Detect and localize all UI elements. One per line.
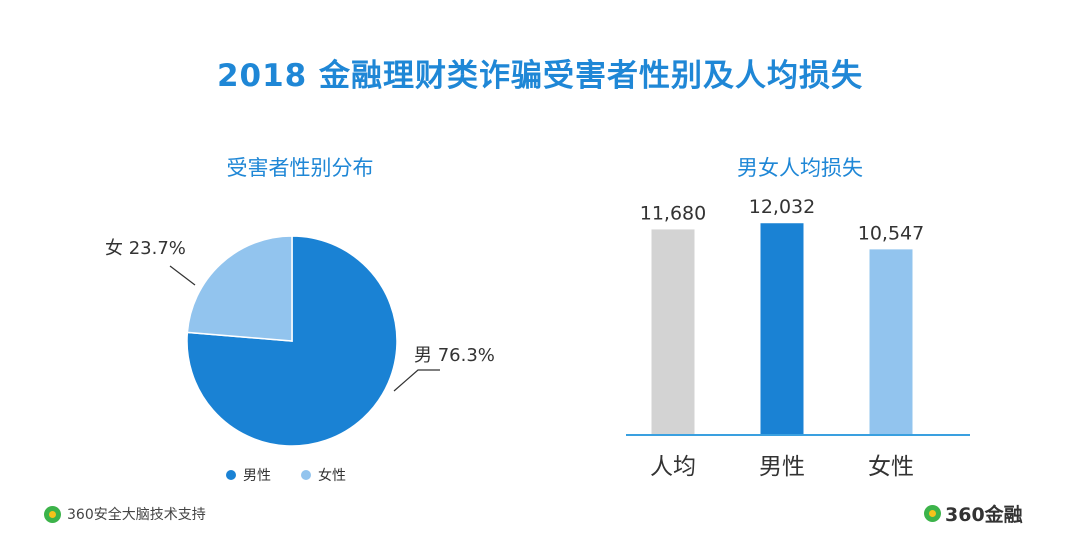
bar-1 [760,223,804,435]
pie-leader-line [393,369,440,392]
360-logo-icon [44,505,61,523]
legend-item-female: 女性 [301,465,346,485]
pie-slice-male [186,235,398,447]
footer-credit: 360安全大脑技术支持 [44,504,206,524]
360-finance-logo-icon [924,505,941,522]
bar-chart-title: 男女人均损失 [737,156,863,180]
bar-value-label: 12,032 [749,196,815,218]
bar-0 [651,229,695,435]
bar-2 [869,249,913,435]
pie-slice-label: 女 23.7% [105,238,186,259]
bar-value-label: 10,547 [858,222,924,244]
page-title: 2018 金融理财类诈骗受害者性别及人均损失 [216,58,864,94]
legend-label-male: 男性 [243,468,271,484]
legend-swatch-male [226,470,236,480]
bar-category-label: 男性 [759,454,805,480]
legend-swatch-female [301,470,311,480]
pie-slice-label: 男 76.3% [414,345,495,366]
legend-item-male: 男性 [226,465,271,485]
pie-slice-female [186,235,293,342]
footer-brand-text: 360金融 [945,504,1023,526]
bar-category-label: 人均 [650,454,696,480]
pie-legend: 男性 女性 [226,465,346,485]
bar-value-label: 11,680 [640,202,706,224]
footer-brand: 360金融 [924,500,1023,527]
footer-credit-text: 360安全大脑技术支持 [67,507,206,523]
bar-category-label: 女性 [868,454,914,480]
legend-label-female: 女性 [318,468,346,484]
pie-leader-line [169,265,196,286]
pie-chart-title: 受害者性别分布 [226,156,374,180]
